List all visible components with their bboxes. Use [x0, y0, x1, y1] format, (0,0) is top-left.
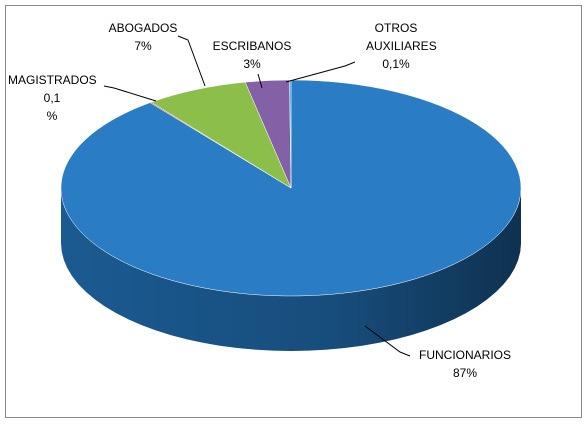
leader-line [285, 61, 356, 83]
label: ESCRIBANOS 3% [210, 37, 294, 73]
leader-line [364, 325, 411, 357]
label: OTROS AUXILIARES 0,1% [350, 19, 442, 73]
value-label: 0,1 % [43, 91, 61, 123]
category-label: MAGISTRADOS [8, 73, 97, 87]
leader-line [177, 35, 206, 87]
slice [289, 79, 292, 189]
category-label: ESCRIBANOS [212, 39, 292, 53]
side-shade [61, 188, 521, 351]
value-label: 87% [452, 366, 478, 380]
leader-line [103, 85, 157, 102]
slice [150, 81, 292, 189]
label: MAGISTRADOS 0,1 % [8, 71, 104, 125]
label: FUNCIONARIOS 87% [410, 346, 520, 382]
value-label: 0,1% [382, 57, 410, 71]
value-label: 3% [243, 57, 261, 71]
category-label: FUNCIONARIOS [418, 348, 511, 362]
category-label: OTROS AUXILIARES [366, 21, 437, 53]
pie [60, 79, 522, 351]
leader-line [257, 73, 263, 89]
category-label: ABOGADOS [108, 21, 178, 35]
leader-lines [103, 35, 411, 357]
value-label: 7% [134, 39, 152, 53]
label: ABOGADOS 7% [100, 19, 186, 55]
